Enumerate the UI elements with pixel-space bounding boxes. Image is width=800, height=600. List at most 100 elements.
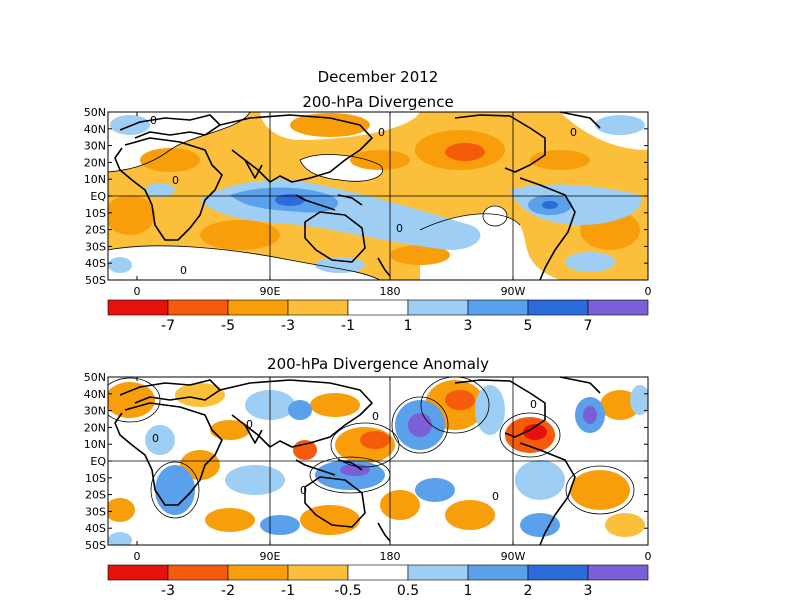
field-divergence [510, 184, 642, 225]
lat-label: 10S [85, 207, 106, 220]
anomaly-negative [445, 390, 475, 410]
lat-label: 20N [84, 156, 106, 169]
colorbar-label: -2 [221, 583, 235, 599]
field-divergence [145, 183, 175, 197]
anomaly-positive [288, 400, 312, 420]
coast-greenland [559, 376, 601, 394]
coast-south-america [519, 442, 576, 546]
lat-label: EQ [90, 190, 106, 203]
colorbar-label: -1 [341, 318, 355, 334]
panel-1-lon-labels: 0 90E 180 90W 0 [134, 285, 652, 298]
lat-label: 20S [85, 489, 106, 502]
lat-label: 40S [85, 257, 106, 270]
coast-maritime-1 [295, 194, 336, 211]
field-divergence [565, 252, 615, 272]
panel-1-map: 0 0 0 0 0 0 50N 40N 30N 20N 10N EQ 10S 20S 30S 40… [84, 106, 652, 334]
panel-1-ticks [108, 111, 649, 281]
anomaly-negative [180, 450, 220, 480]
lat-label: 30N [84, 405, 106, 418]
coastlines [114, 111, 601, 281]
panel-2-map: 0 0 0 0 0 0 50N 40N 30N 20N 10N EQ 10S 20S 30S 40… [84, 371, 652, 599]
panel-2-lat-labels: 50N 40N 30N 20N 10N EQ 10S 20S 30S 40S 50S [84, 371, 107, 552]
colorbar-swatch [467, 299, 529, 316]
coast-asia [219, 114, 373, 183]
lon-label: 0 [645, 550, 652, 563]
lon-label: 0 [134, 550, 141, 563]
colorbar-label: -5 [221, 318, 235, 334]
panel-2-colorbar: -3 -2 -1 -0.5 0.5 1 2 3 [107, 564, 649, 599]
lon-label: 0 [645, 285, 652, 298]
anomaly-positive [225, 465, 285, 495]
lat-label: 40N [84, 388, 106, 401]
zero-contour [299, 154, 383, 182]
anomaly-positive [630, 385, 648, 415]
field-convergence [108, 195, 155, 235]
anomaly-negative [310, 393, 360, 417]
lat-label: 30S [85, 505, 106, 518]
lon-label: 0 [134, 285, 141, 298]
anomaly-positive [155, 465, 195, 515]
field-divergence [595, 115, 645, 135]
colorbar-label: -3 [281, 318, 295, 334]
colorbar-swatch [527, 564, 589, 581]
anomaly-negative [108, 382, 155, 418]
anomaly-negative [605, 513, 645, 537]
colorbar-swatch [467, 564, 529, 581]
lon-label: 90W [501, 550, 526, 563]
anomaly-positive [408, 413, 432, 437]
panel-2-lon-labels: 0 90E 180 90W 0 [134, 550, 652, 563]
contour-label-zero: 0 [530, 398, 537, 411]
lat-label: 30N [84, 140, 106, 153]
colorbar-swatch [287, 564, 349, 581]
contour-label-zero: 0 [378, 126, 385, 139]
colorbar-label: -7 [161, 318, 175, 334]
lat-label: 30S [85, 240, 106, 253]
colorbar-swatch [227, 564, 289, 581]
colorbar-swatch [587, 564, 649, 581]
colorbar-swatch [167, 299, 229, 316]
anomaly-positive [583, 406, 597, 424]
zero-contour [108, 245, 381, 280]
contour-label-zero: 0 [300, 484, 307, 497]
coast-india [244, 159, 263, 179]
lat-label: 50N [84, 371, 106, 384]
anomaly-positive [260, 515, 300, 535]
coast-maritime-1 [295, 459, 336, 476]
coast-asia [219, 379, 373, 448]
contour-label-zero: 0 [396, 222, 403, 235]
field-convergence [445, 143, 485, 161]
lat-label: 10N [84, 438, 106, 451]
field-divergence [108, 257, 132, 273]
lon-label: 90E [260, 285, 281, 298]
anomaly-negative [300, 505, 360, 535]
lon-label: 90W [501, 285, 526, 298]
colorbar-swatch [407, 564, 469, 581]
anomaly-positive [415, 478, 455, 502]
lat-label: 50N [84, 106, 106, 119]
anomaly-negative [380, 490, 420, 520]
anomaly-positive [475, 385, 505, 435]
anomaly-negative [205, 508, 255, 532]
contour-label-zero: 0 [570, 126, 577, 139]
colorbar-label: 5 [524, 318, 533, 334]
coast-australia [304, 211, 366, 263]
anomaly-negative [175, 383, 225, 407]
field-divergence [315, 257, 365, 273]
contour-label-zero: 0 [492, 490, 499, 503]
contour-label-zero: 0 [172, 174, 179, 187]
colorbar-swatch [347, 564, 409, 581]
colorbar-label: 0.5 [397, 583, 419, 599]
field-divergence [483, 206, 507, 226]
colorbar-label: -1 [281, 583, 295, 599]
coast-south-america [519, 177, 576, 281]
colorbar-label: 3 [584, 583, 593, 599]
contour-label-zero: 0 [180, 264, 187, 277]
field-convergence [350, 150, 410, 170]
coast-india [244, 424, 263, 444]
coast-africa [114, 137, 223, 241]
lat-label: 50S [85, 274, 106, 287]
anomaly-negative [570, 470, 630, 510]
colorbar-swatch [167, 564, 229, 581]
contour-label-zero: 0 [152, 432, 159, 445]
